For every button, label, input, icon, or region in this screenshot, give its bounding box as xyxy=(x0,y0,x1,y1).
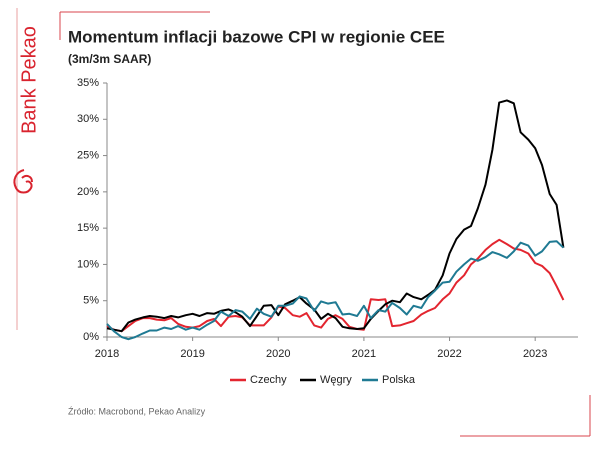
series-line xyxy=(106,240,565,341)
x-tick-label: 2023 xyxy=(523,348,547,360)
y-tick-label: 20% xyxy=(77,186,99,198)
x-tick-label: 2021 xyxy=(352,348,376,360)
y-tick-label: 15% xyxy=(77,222,99,234)
y-tick-label: 35% xyxy=(77,77,99,89)
source-note: Źródło: Macrobond, Pekao Analizy xyxy=(68,406,206,416)
y-tick-label: 10% xyxy=(77,258,99,270)
brand-logo: Bank Pekao xyxy=(18,26,40,134)
y-tick-label: 25% xyxy=(77,149,99,161)
series-line xyxy=(106,99,565,333)
brand-icon xyxy=(13,169,33,194)
chart-subtitle: (3m/3m SAAR) xyxy=(68,52,151,66)
y-tick-label: 0% xyxy=(83,331,99,343)
y-tick-label: 30% xyxy=(77,113,99,125)
y-tick-label: 5% xyxy=(83,295,99,307)
x-tick-label: 2022 xyxy=(437,348,461,360)
legend-label: Węgry xyxy=(320,374,352,386)
legend-label: Czechy xyxy=(250,374,287,386)
x-tick-label: 2019 xyxy=(180,348,204,360)
chart-title: Momentum inflacji bazowe CPI w regionie … xyxy=(68,27,445,46)
legend-label: Polska xyxy=(382,374,416,386)
x-tick-label: 2020 xyxy=(266,348,290,360)
x-tick-label: 2018 xyxy=(95,348,119,360)
series-line xyxy=(106,238,565,333)
